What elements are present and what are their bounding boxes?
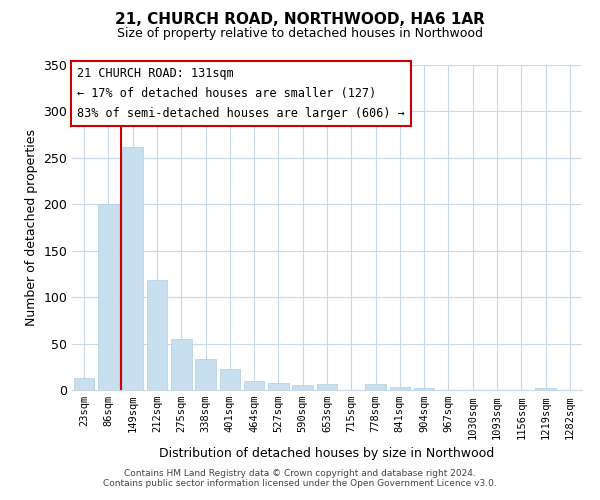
Text: 21 CHURCH ROAD: 131sqm
← 17% of detached houses are smaller (127)
83% of semi-de: 21 CHURCH ROAD: 131sqm ← 17% of detached…: [77, 66, 405, 120]
Bar: [244, 380, 265, 390]
Bar: [292, 386, 313, 390]
Bar: [414, 388, 434, 390]
Bar: [268, 382, 289, 390]
Text: Contains public sector information licensed under the Open Government Licence v3: Contains public sector information licen…: [103, 478, 497, 488]
Bar: [220, 368, 240, 390]
Bar: [74, 378, 94, 390]
Bar: [195, 360, 216, 390]
Bar: [317, 384, 337, 390]
Y-axis label: Number of detached properties: Number of detached properties: [25, 129, 38, 326]
X-axis label: Distribution of detached houses by size in Northwood: Distribution of detached houses by size …: [160, 447, 494, 460]
Bar: [365, 384, 386, 390]
Bar: [98, 204, 119, 390]
Bar: [535, 388, 556, 390]
Bar: [389, 387, 410, 390]
Bar: [122, 146, 143, 390]
Text: Contains HM Land Registry data © Crown copyright and database right 2024.: Contains HM Land Registry data © Crown c…: [124, 468, 476, 477]
Bar: [171, 339, 191, 390]
Text: Size of property relative to detached houses in Northwood: Size of property relative to detached ho…: [117, 28, 483, 40]
Text: 21, CHURCH ROAD, NORTHWOOD, HA6 1AR: 21, CHURCH ROAD, NORTHWOOD, HA6 1AR: [115, 12, 485, 28]
Bar: [146, 280, 167, 390]
